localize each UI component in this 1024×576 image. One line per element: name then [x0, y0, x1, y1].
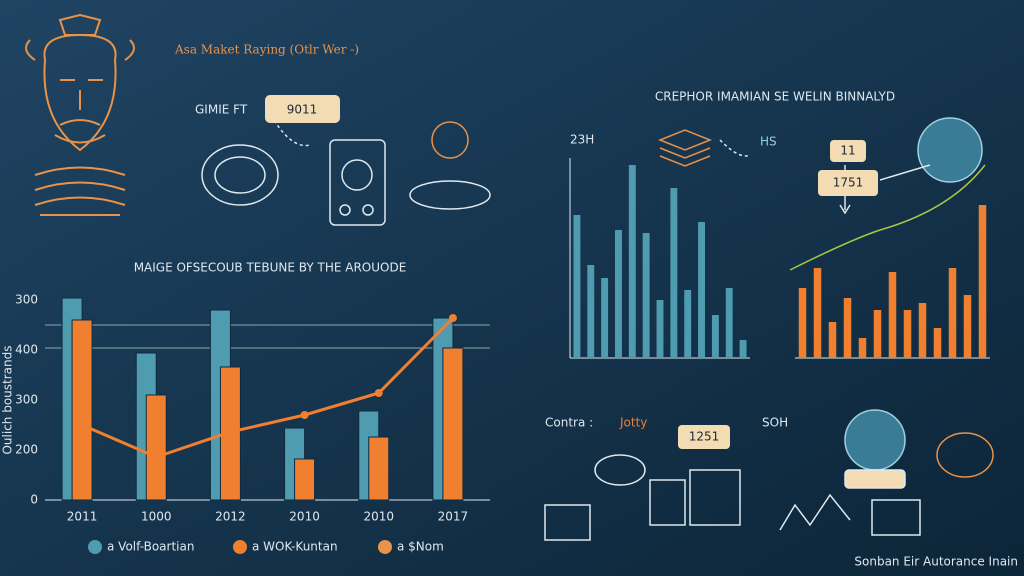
x-tick-label: 2017 [438, 510, 469, 524]
line-point [152, 453, 161, 461]
bar [739, 340, 747, 358]
bar [978, 205, 987, 358]
x-tick-label: 2010 [363, 510, 394, 524]
bar [903, 310, 912, 358]
badge [265, 95, 340, 123]
bar [725, 288, 733, 358]
chart-title: MAIGE OFSECOUB TEBUNE BY THE AROUODE [134, 261, 407, 275]
x-tick-label: 2012 [215, 510, 246, 524]
badge-text: 1751 [833, 176, 864, 190]
legend-swatch [233, 540, 247, 554]
bar [656, 300, 664, 358]
x-tick-label: 2011 [67, 510, 98, 524]
bar [828, 322, 837, 358]
chart-title: 23H [570, 133, 594, 147]
bar [670, 188, 678, 358]
bar [963, 295, 972, 358]
badge-text: 1251 [689, 430, 720, 444]
y-tick-label: 0 [30, 493, 38, 507]
label: SOH [762, 416, 788, 430]
legend-swatch [88, 540, 102, 554]
y-axis-label: Oulich boustrands [1, 345, 15, 454]
y-tick-label: 300 [15, 293, 38, 307]
line-point [78, 421, 87, 429]
bar [684, 290, 692, 358]
bar [918, 303, 927, 358]
legend-label: a WOK-Kuntan [252, 540, 338, 554]
line-point [374, 389, 383, 397]
bar [573, 215, 581, 358]
bar [798, 288, 807, 358]
icons [657, 117, 986, 271]
x-tick-label: 2010 [289, 510, 320, 524]
y-tick-label: 200 [15, 443, 38, 457]
badge [678, 425, 730, 449]
title: Asa Maket Raying (Otlr Wer -) [174, 43, 359, 57]
y-tick-label: 300 [15, 393, 38, 407]
face-icon [25, 13, 135, 216]
label: Contra : [545, 416, 593, 430]
icons [544, 409, 994, 541]
badge [830, 140, 866, 162]
bar [601, 278, 609, 358]
line-point [448, 314, 457, 322]
bar [813, 268, 822, 358]
bar [145, 394, 167, 501]
line [81, 316, 454, 459]
bar [368, 436, 390, 501]
header: CREPHOR IMAMIAN SE WELIN BINNALYD [655, 90, 895, 104]
bar [933, 328, 942, 358]
bar [442, 347, 464, 501]
bar [642, 233, 650, 358]
icons [201, 109, 491, 226]
footer: Sonban Eir Autorance Inain [854, 555, 1018, 569]
bar [888, 272, 897, 358]
bar [294, 458, 316, 501]
bar [587, 265, 595, 358]
label: Jotty [619, 416, 647, 430]
legend-label: a $Nom [397, 540, 444, 554]
bar [843, 298, 852, 358]
chart-title: HS [760, 135, 777, 149]
legend-swatch [378, 540, 392, 554]
bar [698, 222, 705, 358]
bar [948, 268, 957, 358]
line-point [226, 428, 235, 436]
bar [858, 338, 867, 358]
badge [818, 170, 878, 196]
bar [628, 165, 636, 358]
legend-label: a Volf-Boartian [107, 540, 194, 554]
bar [71, 319, 93, 501]
bar [711, 315, 719, 358]
line-point [300, 411, 309, 419]
bar [873, 310, 882, 358]
label: GIMIE FT [195, 103, 248, 117]
x-tick-label: 1000 [141, 510, 172, 524]
badge-text: 11 [840, 144, 855, 158]
bar [615, 230, 622, 358]
y-tick-label: 400 [15, 343, 38, 357]
badge-text: 9011 [287, 103, 318, 117]
